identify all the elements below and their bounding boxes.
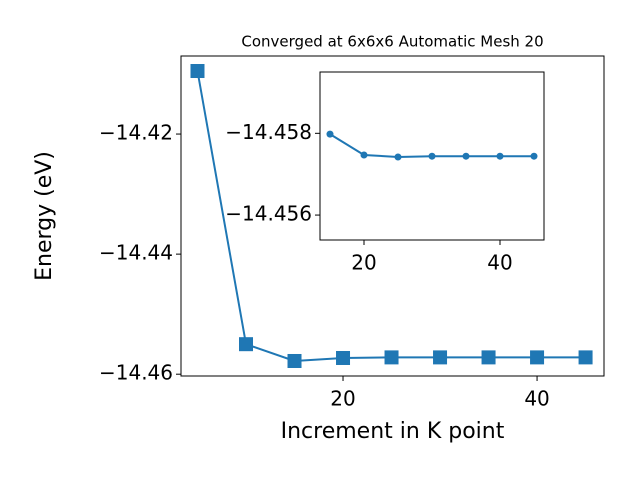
marker	[360, 151, 368, 159]
x-tick-label: 40	[524, 387, 549, 411]
x-axis-label: Increment in K point	[281, 419, 505, 444]
y-tick-label: −14.42	[99, 121, 173, 145]
marker	[336, 350, 351, 365]
y-tick-label: −14.456	[225, 202, 312, 226]
y-tick-label: −14.46	[99, 361, 173, 385]
x-tick-label: 20	[351, 251, 376, 275]
chart-title: Converged at 6x6x6 Automatic Mesh 20	[241, 33, 543, 51]
marker	[462, 152, 470, 160]
marker	[481, 350, 496, 365]
x-tick-label: 40	[487, 251, 512, 275]
marker	[394, 153, 402, 161]
x-tick-label: 20	[330, 387, 355, 411]
y-tick-label: −14.44	[99, 241, 173, 265]
marker	[433, 350, 448, 365]
marker	[578, 350, 593, 365]
marker	[190, 64, 205, 79]
marker	[530, 350, 545, 365]
marker	[428, 152, 436, 160]
marker	[384, 350, 399, 365]
marker	[530, 152, 538, 160]
marker	[326, 130, 334, 138]
marker	[287, 353, 302, 368]
y-tick-label: −14.458	[225, 120, 312, 144]
marker	[496, 152, 504, 160]
marker	[239, 337, 254, 352]
y-axis-label: Energy (eV)	[32, 151, 57, 281]
